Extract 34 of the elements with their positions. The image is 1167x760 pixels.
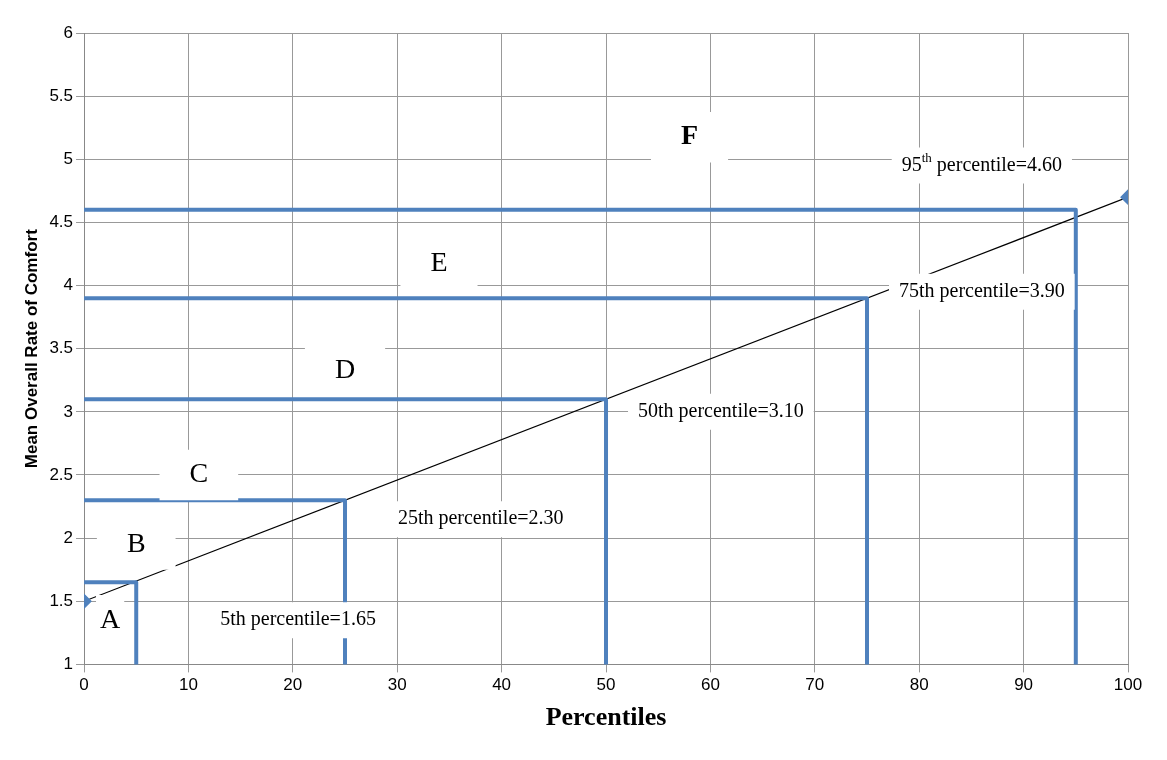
y-tick-label: 1 xyxy=(63,654,74,674)
y-tick-label: 3.5 xyxy=(49,338,74,358)
x-tick-label: 50 xyxy=(596,675,616,695)
annotation: 50th percentile=3.10 xyxy=(638,399,804,423)
x-tick-label: 80 xyxy=(909,675,929,695)
annotation: F xyxy=(680,119,699,151)
x-tick-label: 100 xyxy=(1113,675,1143,695)
y-tick-label: 4.5 xyxy=(49,212,74,232)
annotation: 25th percentile=2.30 xyxy=(397,506,564,530)
x-tick-label: 70 xyxy=(805,675,825,695)
x-tick-label: 0 xyxy=(79,675,89,695)
y-tick-label: 2.5 xyxy=(49,464,74,484)
y-tick-label: 5.5 xyxy=(49,85,74,105)
x-tick-label: 40 xyxy=(492,675,512,695)
y-tick-label: 2 xyxy=(63,527,74,547)
x-tick-label: 30 xyxy=(387,675,407,695)
y-tick-label: 1.5 xyxy=(49,590,74,610)
x-tick-label: 10 xyxy=(178,675,198,695)
annotation: C xyxy=(189,457,209,489)
y-tick-label: 5 xyxy=(63,148,74,168)
x-tick-label: 90 xyxy=(1014,675,1034,695)
annotation: 5th percentile=1.65 xyxy=(220,607,376,631)
annotation: E xyxy=(430,245,448,277)
y-tick-label: 6 xyxy=(63,22,74,42)
annotation: D xyxy=(334,353,356,385)
x-tick-label: 20 xyxy=(283,675,303,695)
y-tick-label: 3 xyxy=(63,401,74,421)
annotation: 75th percentile=3.90 xyxy=(899,279,1065,303)
x-axis-title: Percentiles xyxy=(545,702,667,732)
annotation: B xyxy=(126,526,146,558)
annotation: A xyxy=(100,602,122,634)
y-axis-title: Mean Overall Rate of Comfort xyxy=(21,228,41,469)
x-tick-label: 60 xyxy=(700,675,720,695)
y-tick-label: 4 xyxy=(63,275,74,295)
